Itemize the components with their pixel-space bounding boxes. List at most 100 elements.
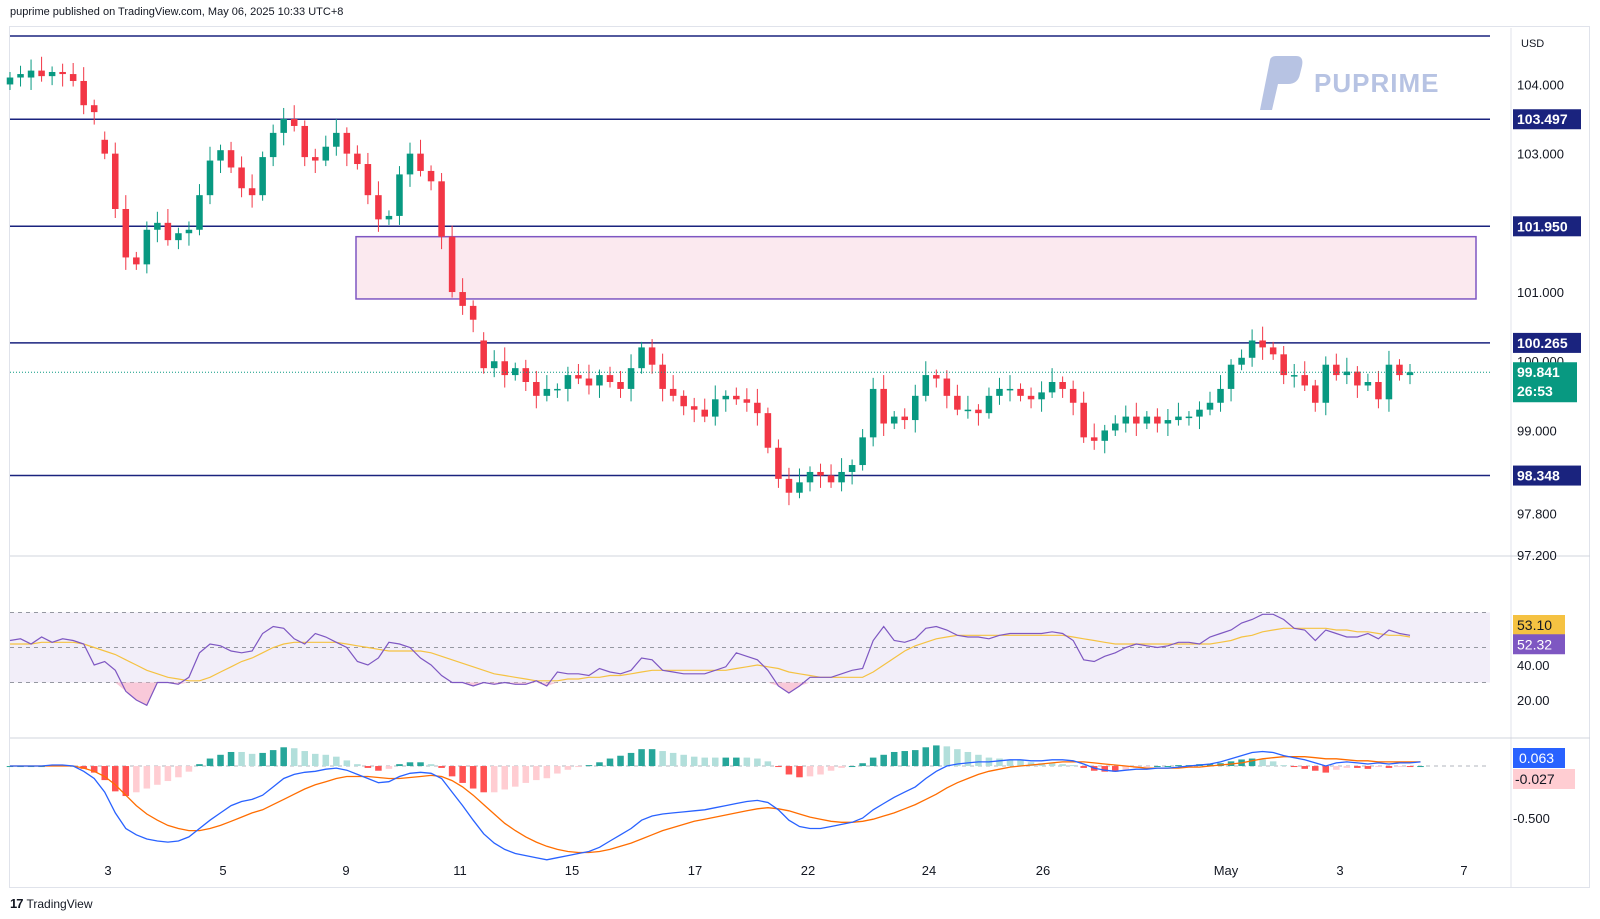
- rsi-oversold-fill: [115, 682, 158, 706]
- rsi-oversold-fill: [462, 682, 484, 686]
- candle-body: [638, 347, 645, 369]
- candle-body: [269, 132, 277, 158]
- candle-body: [343, 132, 351, 154]
- candle-body: [1301, 375, 1308, 386]
- candle-body: [1406, 372, 1414, 376]
- macd-histogram-bar: [785, 766, 793, 775]
- candle-body: [38, 70, 45, 77]
- candle-body: [1133, 416, 1140, 424]
- candle-body: [775, 447, 782, 479]
- candle-body: [1248, 340, 1256, 358]
- macd-histogram-bar: [206, 758, 214, 767]
- price-tick-label: 101.000: [1517, 285, 1564, 300]
- macd-histogram-bar: [427, 764, 435, 767]
- macd-histogram-bar: [1143, 766, 1151, 768]
- macd-histogram-bar: [1027, 762, 1035, 767]
- macd-histogram-bar: [101, 766, 108, 781]
- candle-body: [501, 361, 508, 376]
- candle-body: [543, 388, 551, 396]
- macd-histogram-bar: [827, 766, 835, 771]
- candle-body: [1396, 364, 1403, 376]
- macd-histogram-bar: [259, 752, 266, 767]
- macd-histogram-bar: [354, 764, 361, 767]
- macd-tick-label: -0.500: [1513, 811, 1550, 826]
- macd-histogram-bar: [512, 766, 519, 787]
- candle-body: [648, 347, 656, 365]
- macd-histogram-bar: [133, 766, 140, 793]
- macd-histogram-bar: [1322, 766, 1330, 773]
- macd-histogram-bar: [459, 766, 466, 783]
- macd-value: 0.063: [1519, 750, 1554, 766]
- candle-body: [438, 181, 445, 237]
- level-price-label: 103.497: [1517, 111, 1568, 127]
- candle-body: [564, 375, 572, 389]
- candle-body: [627, 368, 635, 389]
- macd-histogram-bar: [1122, 766, 1130, 770]
- level-price-label: 98.348: [1517, 468, 1560, 484]
- level-price-tag: [1513, 216, 1581, 237]
- candle-body: [1280, 354, 1287, 376]
- macd-histogram-bar: [301, 751, 308, 767]
- candle-body: [175, 233, 182, 241]
- candle-body: [406, 153, 414, 175]
- candle-body: [817, 471, 824, 476]
- candle-body: [48, 71, 56, 77]
- candle-body: [522, 368, 530, 382]
- x-tick-label: 22: [801, 863, 815, 878]
- macd-histogram-bar: [90, 766, 98, 773]
- candle-body: [701, 409, 708, 417]
- chart-frame: [9, 26, 1590, 888]
- macd-histogram-bar: [1017, 760, 1024, 767]
- candle-body: [964, 409, 972, 412]
- macd-histogram-bar: [848, 766, 856, 768]
- last-price-label: 99.841: [1517, 364, 1560, 380]
- candle-body: [1090, 437, 1098, 441]
- candle-body: [259, 157, 266, 196]
- candle-body: [596, 375, 603, 386]
- candle-body: [1143, 416, 1151, 424]
- candle-body: [606, 375, 614, 382]
- macd-histogram-bar: [1375, 766, 1382, 768]
- macd-histogram-bar: [1290, 766, 1298, 768]
- watermark-text: PUPRIME: [1314, 67, 1440, 98]
- macd-histogram-bar: [975, 754, 982, 767]
- macd-histogram-bar: [754, 758, 761, 767]
- candle-body: [1343, 371, 1351, 376]
- macd-histogram-bar: [1154, 766, 1161, 768]
- rsi-ma-value: 53.10: [1517, 617, 1552, 633]
- candle-body: [59, 71, 66, 75]
- macd-histogram-bar: [248, 753, 256, 767]
- candle-body: [680, 395, 687, 407]
- candle-body: [869, 388, 877, 438]
- macd-histogram-bar: [648, 749, 656, 767]
- candle-body: [880, 388, 887, 424]
- macd-histogram-bar: [333, 756, 340, 767]
- macd-histogram-bar: [522, 766, 530, 783]
- macd-histogram-bar: [838, 766, 845, 768]
- macd-histogram-bar: [1164, 766, 1172, 768]
- macd-histogram-bar: [533, 766, 540, 781]
- candle-body: [1322, 364, 1330, 403]
- macd-histogram-bar: [596, 762, 603, 767]
- macd-histogram-bar: [417, 762, 424, 767]
- candle-body: [322, 146, 330, 161]
- macd-histogram-bar: [890, 751, 898, 767]
- macd-histogram-bar: [196, 764, 203, 767]
- candle-body: [954, 395, 961, 410]
- candle-body: [1122, 416, 1130, 424]
- candle-body: [1101, 430, 1108, 441]
- macd-signal-line: [10, 756, 1421, 854]
- candle-body: [1206, 402, 1214, 410]
- candle-body: [333, 132, 340, 147]
- macd-histogram-bar: [606, 758, 614, 767]
- x-tick-label: 24: [922, 863, 936, 878]
- macd-histogram-bar: [469, 766, 477, 789]
- candle-body: [733, 395, 740, 400]
- candle-body: [943, 378, 951, 396]
- x-tick-label: 3: [1336, 863, 1343, 878]
- macd-histogram-bar: [1406, 766, 1414, 768]
- candle-body: [1006, 388, 1014, 391]
- macd-histogram-bar: [385, 766, 393, 769]
- macd-histogram-bar: [375, 766, 382, 771]
